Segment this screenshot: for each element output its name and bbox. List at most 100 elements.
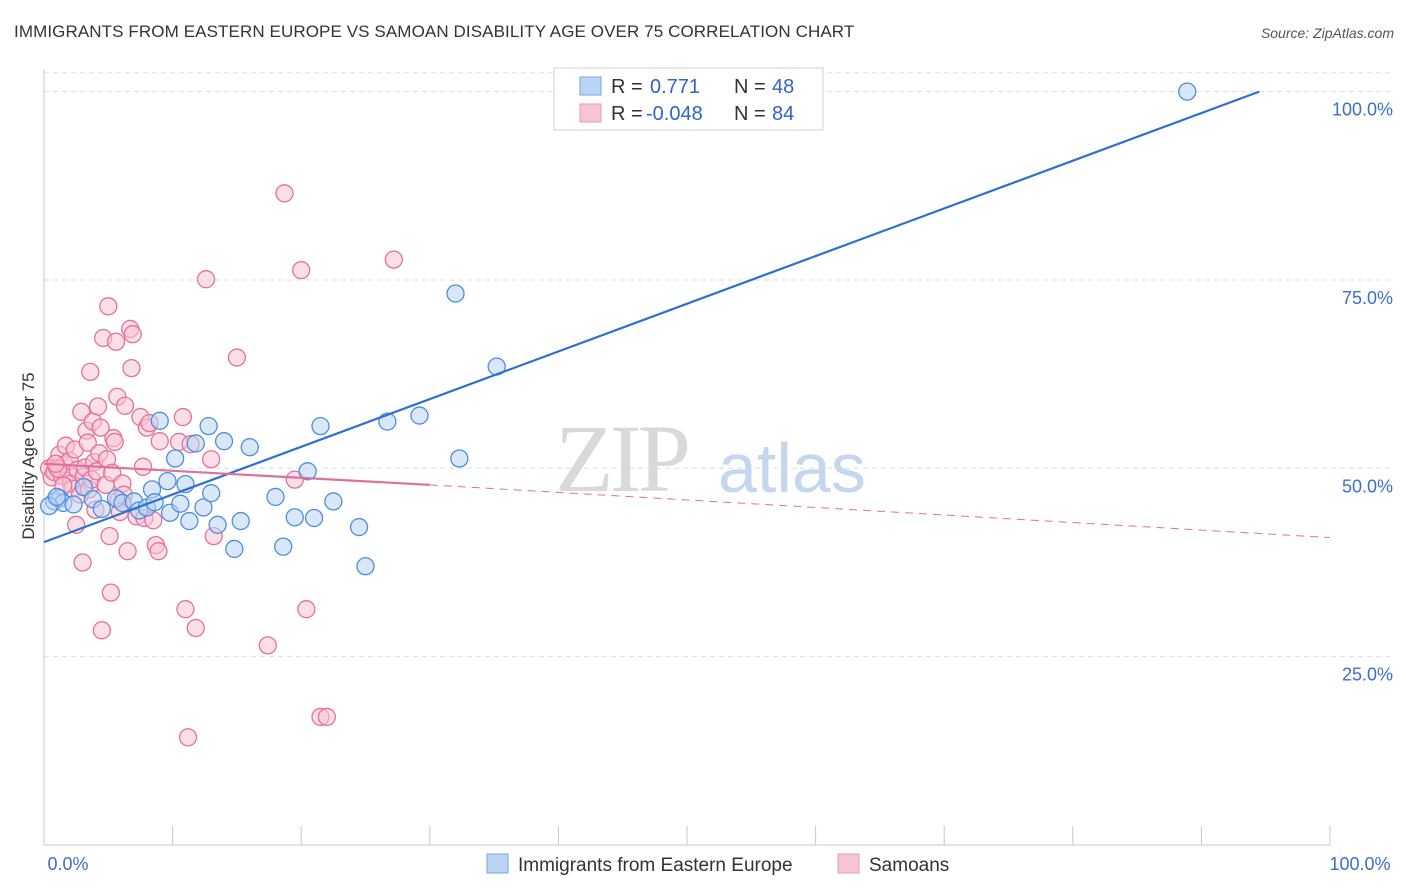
samoans-point — [123, 325, 142, 344]
legend-swatch-blue — [579, 76, 602, 96]
eastern-europe-point — [240, 438, 259, 457]
y-tick-label: 75.0% — [1342, 288, 1393, 308]
samoans-point — [196, 270, 216, 289]
eastern-europe-point — [274, 537, 293, 556]
y-tick-label: 25.0% — [1342, 665, 1393, 685]
samoans-point — [100, 526, 119, 546]
samoans-point — [149, 542, 168, 561]
eastern-europe-point — [311, 416, 330, 436]
bottom-legend-label-pink: Samoans — [869, 855, 949, 876]
source-label: Source: ZipAtlas.com — [1260, 25, 1394, 41]
samoans-trend-line — [43, 462, 430, 486]
eastern-europe-point — [266, 487, 285, 507]
samoans-points — [39, 184, 403, 747]
samoans-point — [78, 433, 97, 452]
eastern-europe-point — [324, 492, 343, 511]
samoans-point — [99, 297, 118, 316]
legend-r-value-1: 0.771 — [650, 76, 700, 98]
eastern-europe-point — [349, 517, 369, 537]
samoans-point — [101, 583, 121, 602]
samoans-point — [88, 397, 108, 416]
y-tick-label: 50.0% — [1342, 476, 1393, 496]
eastern-europe-point — [225, 539, 244, 559]
samoans-point — [115, 396, 135, 415]
samoans-point — [173, 407, 193, 427]
samoans-point — [150, 432, 169, 451]
samoans-point — [384, 250, 403, 269]
y-axis-label: Disability Age Over 75 — [19, 372, 38, 539]
eastern-europe-point — [166, 449, 185, 468]
samoans-point — [73, 553, 92, 572]
bottom-legend-swatch-blue — [486, 853, 509, 874]
watermark-atlas: atlas — [718, 429, 866, 507]
y-tick-label: 100.0% — [1332, 100, 1393, 120]
legend-n-value-1: 48 — [772, 76, 794, 98]
eastern-europe-point — [304, 508, 324, 528]
samoans-point — [317, 707, 337, 727]
samoans-point — [227, 348, 247, 367]
samoans-point — [176, 600, 195, 619]
eastern-europe-point — [214, 432, 234, 451]
legend-r-value-2: -0.048 — [646, 103, 703, 125]
samoans-point — [275, 184, 294, 203]
legend-n-label-2: N = — [734, 103, 766, 125]
trend-lines — [43, 90, 1331, 544]
bottom-legend-label-blue: Immigrants from Eastern Europe — [518, 855, 793, 876]
watermark-zip: ZIP — [555, 405, 688, 512]
bottom-legend-swatch-pink — [837, 853, 860, 874]
samoans-trend-line-extension — [429, 484, 1331, 539]
samoans-point — [258, 636, 277, 655]
eastern-europe-point — [410, 406, 429, 425]
eastern-europe-point — [64, 495, 83, 514]
x-tick-label-max: 100.0% — [1329, 854, 1390, 874]
x-tick-label-min: 0.0% — [47, 854, 88, 874]
samoans-point — [106, 332, 126, 351]
eastern-europe-point — [180, 511, 199, 531]
eastern-europe-point — [1178, 82, 1197, 101]
y-tick-labels: 25.0% 50.0% 75.0% 100.0% — [1332, 100, 1393, 685]
bottom-legend: Immigrants from Eastern Europe Samoans — [486, 853, 949, 876]
samoans-point — [81, 362, 100, 382]
eastern-europe-point — [171, 494, 190, 513]
eastern-europe-trend-line — [43, 90, 1260, 544]
samoans-point — [178, 728, 198, 747]
samoans-point — [285, 470, 304, 489]
eastern-europe-point — [298, 462, 317, 481]
legend-r-label-2: R = — [611, 103, 643, 125]
samoans-point — [186, 618, 205, 638]
eastern-europe-point — [158, 471, 177, 491]
samoans-point — [105, 432, 124, 452]
eastern-europe-points — [39, 82, 1197, 576]
samoans-point — [122, 358, 141, 378]
eastern-europe-point — [356, 557, 375, 576]
eastern-europe-point — [450, 449, 469, 468]
samoans-point — [133, 457, 153, 476]
eastern-europe-point — [47, 487, 67, 507]
legend-r-label-1: R = — [611, 76, 643, 98]
legend-n-value-2: 84 — [772, 103, 794, 125]
eastern-europe-point — [208, 515, 227, 534]
eastern-europe-point — [194, 498, 213, 517]
samoans-point — [297, 600, 316, 619]
samoans-point — [92, 621, 112, 640]
samoans-point — [292, 261, 311, 280]
legend-swatch-pink — [579, 103, 602, 123]
eastern-europe-point — [186, 434, 205, 453]
eastern-europe-point — [231, 511, 250, 531]
legend-n-label-1: N = — [734, 76, 766, 98]
samoans-point — [91, 418, 110, 437]
top-legend: R = 0.771 N = 48 R = -0.048 N = 84 — [553, 67, 824, 131]
x-axis-ticks — [172, 826, 1331, 845]
gridlines — [44, 72, 1392, 658]
samoans-point — [118, 542, 137, 561]
eastern-europe-point — [199, 416, 218, 436]
eastern-europe-point — [285, 508, 304, 527]
eastern-europe-point — [446, 284, 465, 303]
eastern-europe-point — [150, 411, 169, 430]
eastern-europe-point — [92, 499, 112, 519]
chart-title: IMMIGRANTS FROM EASTERN EUROPE VS SAMOAN… — [14, 22, 855, 41]
eastern-europe-point — [202, 484, 221, 503]
samoans-point — [202, 450, 221, 469]
samoans-point — [72, 402, 91, 421]
